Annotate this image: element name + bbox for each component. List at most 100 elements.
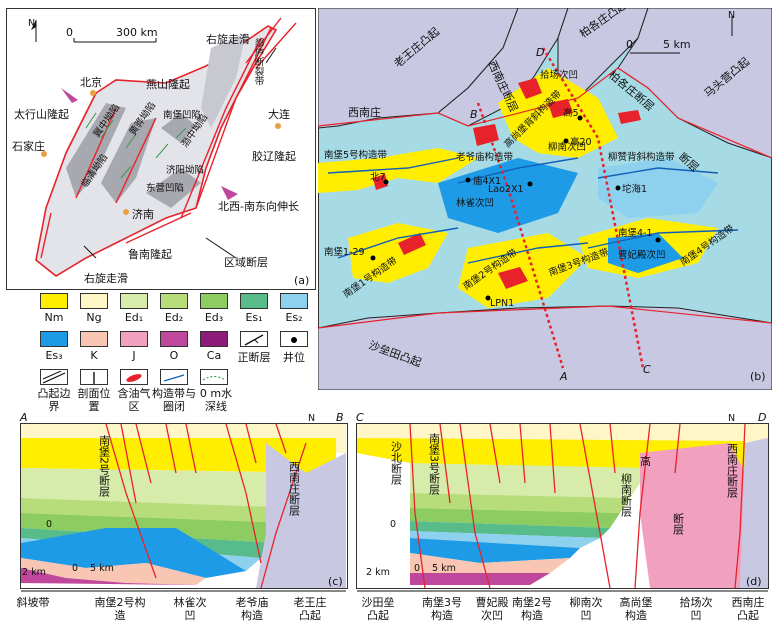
legend-label-es1: Es₁	[245, 311, 263, 324]
label-liunan: 柳南次凹	[548, 141, 586, 153]
label-jiaoliao: 胶辽隆起	[252, 149, 296, 163]
legend-label-structure: 构造带与圈闭	[152, 387, 196, 413]
d-es1	[410, 521, 610, 538]
d-fault-label-nb3: 南堡3号断层	[428, 433, 441, 496]
d-ed3	[410, 508, 620, 528]
well-gao20: 高20	[570, 136, 592, 148]
well-nb1-29: 南堡1-29	[324, 246, 365, 258]
label-extension: 北西-南东向伸长	[218, 199, 299, 213]
d-seg-nb3: 南堡3号构造	[422, 596, 462, 622]
c-fault-label-xnz: 西南庄断层	[288, 461, 301, 517]
label-rs-bottom: 右旋走滑	[84, 271, 128, 285]
c-left-end: A	[19, 413, 28, 424]
legend-swatch-es2	[280, 293, 308, 309]
zone-nm-1	[318, 148, 478, 193]
c-es3	[21, 528, 246, 578]
well-dots	[370, 115, 661, 301]
d-fault-label-gao: 高	[640, 454, 651, 468]
zone-es3-1	[438, 158, 578, 233]
label-lym: 老爷庙构造带	[456, 151, 514, 163]
panel-a-map: N 0 300 km 北京 燕山隆起 太行山隆起 石家庄 冀中坳陷 黄骅坳陷	[6, 8, 316, 290]
legend-swatch-nm	[40, 293, 68, 309]
d-right-end: D	[758, 413, 766, 424]
legend-swatch-ng	[80, 293, 108, 309]
legend-swatch-well	[280, 331, 308, 347]
well-miao4x1: 庙4X1	[473, 175, 501, 187]
label-rs-top: 右旋走滑	[206, 32, 250, 46]
c-ed1	[21, 468, 326, 508]
legend-swatch-ed3	[200, 293, 228, 309]
label-taihang: 太行山隆起	[14, 107, 69, 121]
legend-label-well: 井位	[283, 351, 305, 364]
d-depth-zero: 0	[390, 519, 396, 530]
label-jinan: 济南	[132, 207, 154, 221]
d-uplift-left	[357, 453, 410, 588]
well-gao5: 高5	[563, 107, 579, 119]
c-k	[21, 558, 206, 585]
label-dongying: 东营凹陷	[146, 182, 184, 194]
legend-swatch-uplift-boundary	[40, 369, 68, 385]
zone-nm-4	[458, 233, 588, 308]
legend-swatch-es3	[40, 331, 68, 347]
north-arrow-a	[31, 20, 37, 42]
scale-zero-b: 0	[626, 38, 633, 51]
scale-value-b: 5 km	[663, 38, 691, 51]
label-shijiazhuang: 石家庄	[12, 139, 45, 153]
label-shichang: 拾场次凹	[540, 69, 578, 81]
scale-zero-a: 0	[66, 26, 73, 39]
d-faults	[409, 423, 746, 589]
legend-label-normal-fault: 正断层	[237, 351, 271, 364]
legend-swatch-j	[120, 331, 148, 347]
panel-d-section: C D N 0 2 km 0 5 km 沙北断层 南堡3号断层 柳南断层 高 西…	[356, 413, 769, 592]
label-yanshan: 燕山隆起	[146, 77, 190, 91]
d-north: N	[728, 413, 735, 424]
d-fault-label-ln: 柳南断层	[620, 472, 633, 518]
c-depth-zero: 0	[46, 519, 52, 530]
legend-swatch-normal-fault	[240, 331, 268, 347]
d-fault-label-sb: 沙北断层	[390, 441, 403, 486]
legend-label-o: O	[169, 349, 179, 362]
label-nb5: 南堡5号构造带	[324, 149, 388, 161]
well-tuohai1: 坨海1	[622, 183, 647, 195]
zone-nm-3	[348, 223, 448, 283]
legend-label-k: K	[90, 349, 98, 362]
label-dalian: 大连	[268, 107, 290, 121]
d-seg-ln: 柳南次凹	[569, 596, 603, 622]
d-uplift-right	[740, 438, 768, 588]
d-seg-gsb: 高尚堡构造	[619, 596, 653, 622]
panel-b-map: B A D C N 0 5 km 老王庄凸起 西南庄断层 柏各庄凸起 马头营凸起…	[318, 8, 772, 390]
c-depth-two: 2 km	[22, 567, 46, 578]
uplift-shatian	[318, 305, 772, 390]
d-seg-stl: 沙田垒凸起	[361, 596, 395, 622]
rs-arrow-bottom	[83, 245, 97, 259]
c-nm	[21, 438, 336, 473]
c-seg-nb2: 南堡2号构造	[94, 596, 146, 622]
d-fault-label-cf: 断层	[672, 512, 685, 536]
legend-swatch-ed1	[120, 293, 148, 309]
d-seg-sc: 拾场次凹	[679, 596, 713, 622]
legend-label-ed1: Ed₁	[124, 311, 144, 324]
panel-b-label: (b)	[750, 370, 766, 383]
legend-swatch-ca	[200, 331, 228, 347]
panel-a-label: (a)	[294, 274, 309, 287]
legend-label-es3: Es₃	[45, 349, 63, 362]
regional-fault-arrow	[205, 237, 237, 259]
well-lpn1: LPN1	[490, 298, 514, 309]
well-lao2x1: Lao2X1	[488, 184, 524, 195]
label-beijing: 北京	[80, 75, 102, 89]
legend-label-ed3: Ed₃	[204, 311, 224, 324]
well-bei7: 北7	[370, 172, 386, 183]
c-o	[21, 568, 196, 585]
label-xinanzhuang2: 西南庄	[348, 105, 381, 119]
panel-d-label: (d)	[746, 575, 762, 588]
label-regional-fault: 区域断层	[224, 255, 268, 269]
scale-bar-a	[73, 38, 157, 43]
panel-c-section: A B N 0 2 km 0 5 km 南堡2号断层 西南庄断层 (c)	[19, 413, 348, 592]
legend-swatch-depth	[200, 369, 228, 385]
legend-label-es2: Es₂	[285, 311, 303, 324]
label-liuzan: 柳赞背斜构造带	[608, 151, 675, 163]
c-right-end: B	[336, 413, 344, 424]
legend-label-uplift-boundary: 凸起边界	[37, 387, 71, 413]
legend-label-nm: Nm	[44, 311, 64, 324]
oil-areas	[373, 78, 641, 289]
